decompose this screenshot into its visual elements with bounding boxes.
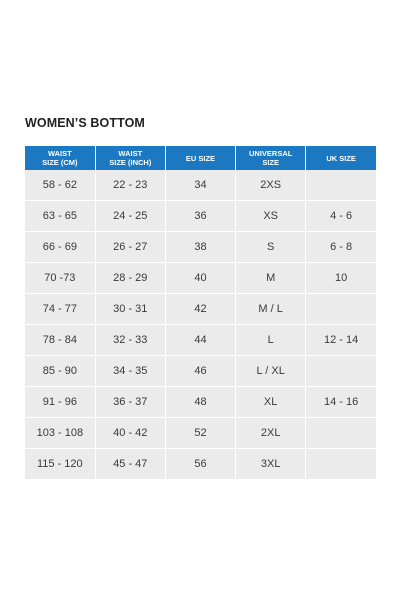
cell-waist-inch: 30 - 31 (95, 293, 166, 325)
cell-uk-size: 4 - 6 (305, 200, 376, 232)
cell-uk-size: 12 - 14 (305, 324, 376, 356)
cell-waist-cm: 63 - 65 (25, 200, 96, 232)
table-row: 115 - 120 45 - 47 56 3XL (25, 448, 376, 480)
cell-universal-size: M / L (235, 293, 307, 325)
cell-eu-size: 52 (165, 417, 237, 449)
cell-universal-size: 2XL (235, 417, 307, 449)
cell-uk-size (305, 355, 376, 387)
size-chart-table: WAIST SIZE (CM) WAIST SIZE (INCH) EU SIZE … (25, 146, 376, 480)
cell-universal-size: L (235, 324, 307, 356)
cell-waist-cm: 103 - 108 (25, 417, 96, 449)
cell-eu-size: 44 (165, 324, 237, 356)
cell-uk-size: 6 - 8 (305, 231, 376, 263)
cell-uk-size: 10 (305, 262, 376, 294)
cell-universal-size: XL (235, 386, 307, 418)
cell-waist-cm: 78 - 84 (25, 324, 96, 356)
cell-universal-size: 2XS (235, 170, 307, 201)
cell-eu-size: 48 (165, 386, 237, 418)
cell-universal-size: L / XL (235, 355, 307, 387)
cell-uk-size (305, 417, 376, 449)
table-row: 63 - 65 24 - 25 36 XS 4 - 6 (25, 200, 376, 232)
table-row: 91 - 96 36 - 37 48 XL 14 - 16 (25, 386, 376, 418)
cell-waist-cm: 85 - 90 (25, 355, 96, 387)
cell-eu-size: 34 (165, 170, 237, 201)
cell-uk-size (305, 293, 376, 325)
header-waist-inch: WAIST SIZE (INCH) (95, 146, 166, 170)
cell-waist-inch: 32 - 33 (95, 324, 166, 356)
header-waist-cm: WAIST SIZE (CM) (25, 146, 96, 170)
cell-universal-size: S (235, 231, 307, 263)
cell-waist-inch: 34 - 35 (95, 355, 166, 387)
cell-waist-cm: 74 - 77 (25, 293, 96, 325)
header-uk-size: UK SIZE (305, 146, 376, 170)
cell-waist-inch: 36 - 37 (95, 386, 166, 418)
cell-uk-size (305, 170, 376, 201)
table-row: 103 - 108 40 - 42 52 2XL (25, 417, 376, 449)
header-universal-size: UNIVERSAL SIZE (235, 146, 307, 170)
cell-waist-inch: 22 - 23 (95, 170, 166, 201)
cell-universal-size: M (235, 262, 307, 294)
cell-waist-cm: 66 - 69 (25, 231, 96, 263)
cell-waist-inch: 26 - 27 (95, 231, 166, 263)
cell-uk-size (305, 448, 376, 480)
cell-uk-size: 14 - 16 (305, 386, 376, 418)
table-row: 85 - 90 34 - 35 46 L / XL (25, 355, 376, 387)
table-row: 74 - 77 30 - 31 42 M / L (25, 293, 376, 325)
cell-waist-inch: 24 - 25 (95, 200, 166, 232)
cell-universal-size: XS (235, 200, 307, 232)
cell-waist-inch: 45 - 47 (95, 448, 166, 480)
cell-eu-size: 42 (165, 293, 237, 325)
cell-universal-size: 3XL (235, 448, 307, 480)
cell-waist-cm: 58 - 62 (25, 170, 96, 201)
cell-eu-size: 40 (165, 262, 237, 294)
table-row: 66 - 69 26 - 27 38 S 6 - 8 (25, 231, 376, 263)
cell-waist-inch: 40 - 42 (95, 417, 166, 449)
cell-eu-size: 38 (165, 231, 237, 263)
table-row: 58 - 62 22 - 23 34 2XS (25, 170, 376, 201)
cell-waist-cm: 91 - 96 (25, 386, 96, 418)
cell-eu-size: 56 (165, 448, 237, 480)
header-eu-size: EU SIZE (165, 146, 237, 170)
cell-eu-size: 36 (165, 200, 237, 232)
cell-eu-size: 46 (165, 355, 237, 387)
page-title: WOMEN’S BOTTOM (25, 116, 145, 130)
cell-waist-cm: 70 -73 (25, 262, 96, 294)
table-row: 78 - 84 32 - 33 44 L 12 - 14 (25, 324, 376, 356)
cell-waist-inch: 28 - 29 (95, 262, 166, 294)
table-header-row: WAIST SIZE (CM) WAIST SIZE (INCH) EU SIZE … (25, 146, 376, 170)
cell-waist-cm: 115 - 120 (25, 448, 96, 480)
table-row: 70 -73 28 - 29 40 M 10 (25, 262, 376, 294)
